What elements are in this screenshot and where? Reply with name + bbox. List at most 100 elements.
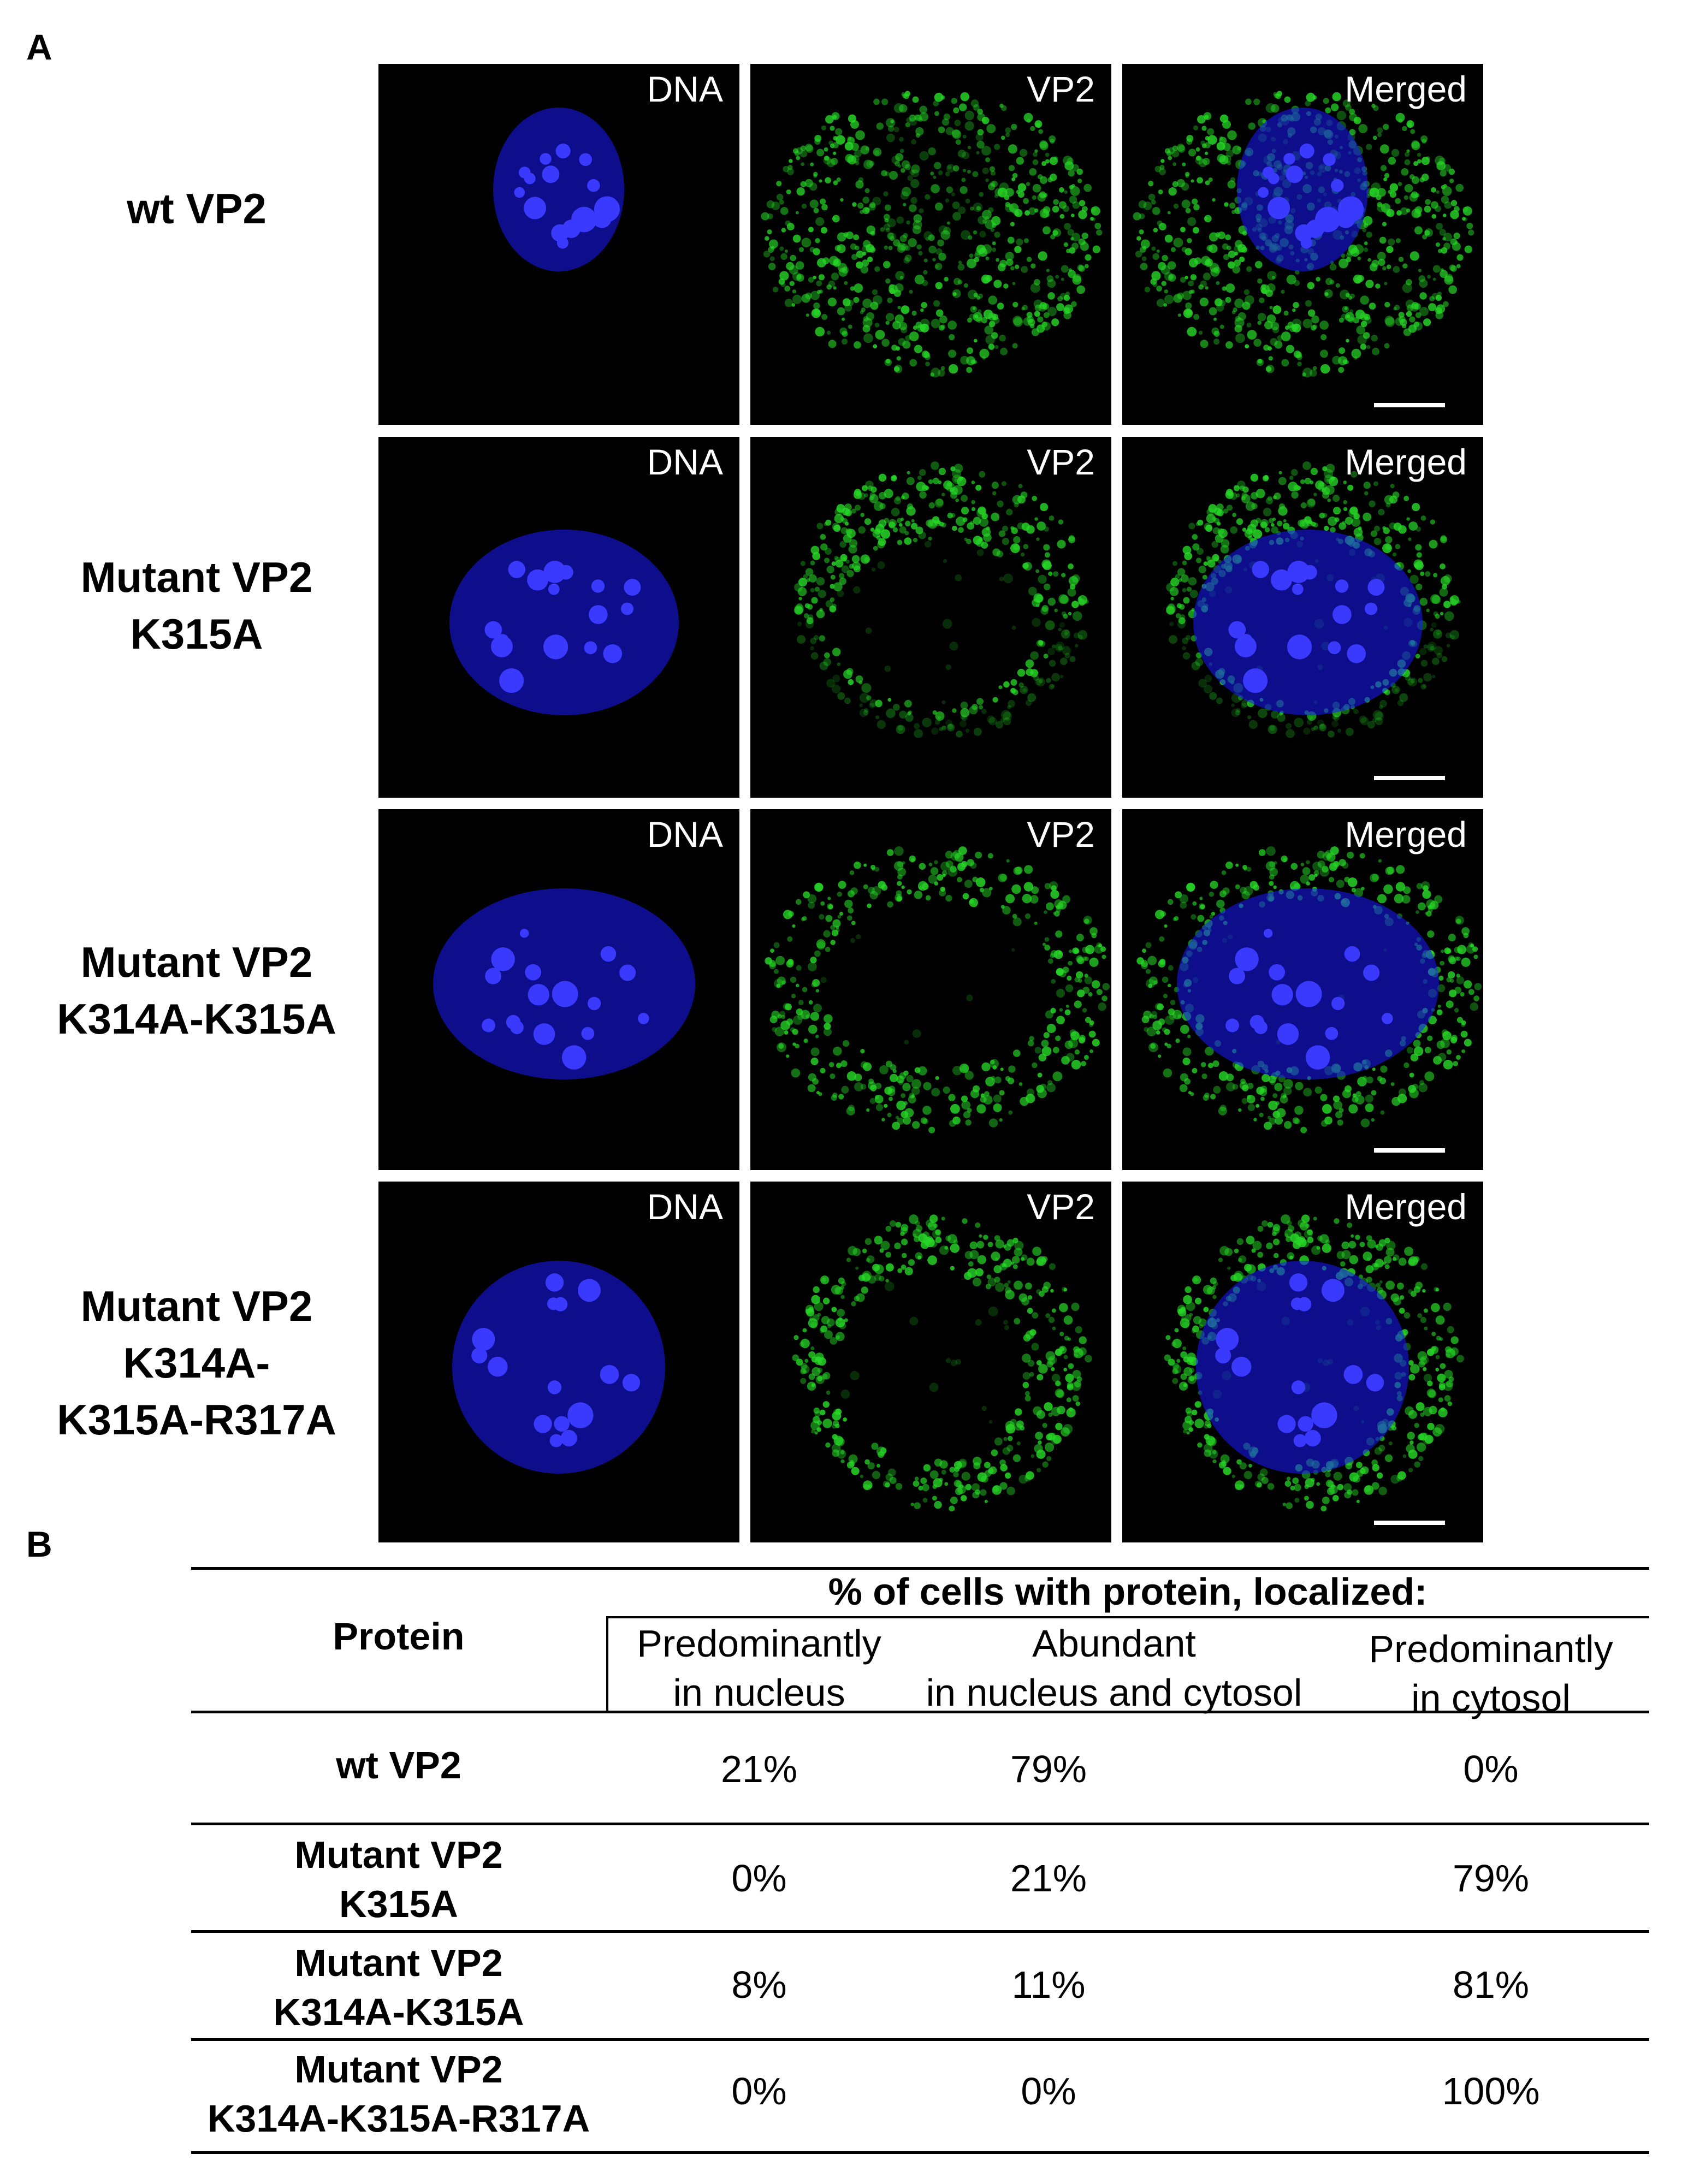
vp2-granule bbox=[1004, 1325, 1010, 1331]
vp2-granule bbox=[953, 1471, 959, 1477]
vp2-granule bbox=[1348, 1104, 1358, 1114]
vp2-granule bbox=[1061, 573, 1066, 578]
vp2-granule bbox=[777, 1014, 782, 1019]
vp2-granule bbox=[903, 1116, 911, 1125]
table-bottom-rule bbox=[191, 2151, 1649, 2154]
vp2-granule bbox=[1065, 1004, 1069, 1008]
vp2-granule bbox=[999, 874, 1008, 881]
vp2-granule bbox=[870, 486, 877, 493]
chromatin-spot bbox=[1277, 1023, 1299, 1045]
vp2-granule bbox=[1409, 251, 1419, 261]
vp2-granule bbox=[1312, 366, 1317, 371]
chromatin-spot bbox=[1340, 213, 1353, 227]
channel-label: VP2 bbox=[1027, 442, 1095, 482]
vp2-granule bbox=[1292, 1477, 1299, 1484]
vp2-granule bbox=[1312, 862, 1322, 871]
vp2-granule bbox=[1455, 1055, 1461, 1060]
vp2-granule bbox=[952, 525, 957, 531]
vp2-granule bbox=[1058, 646, 1063, 650]
vp2-granule bbox=[1425, 199, 1431, 205]
vp2-granule bbox=[1197, 519, 1204, 526]
vp2-granule bbox=[848, 1454, 858, 1464]
vp2-granule bbox=[934, 263, 943, 270]
vp2-granule bbox=[999, 103, 1004, 108]
chromatin-spot bbox=[524, 173, 536, 185]
nucleus-body bbox=[1237, 108, 1368, 271]
vp2-granule bbox=[892, 474, 897, 480]
vp2-granule bbox=[1180, 227, 1186, 233]
vp2-granule bbox=[984, 325, 993, 335]
vp2-granule bbox=[1185, 174, 1189, 178]
vp2-granule bbox=[1206, 245, 1213, 252]
vp2-granule bbox=[1239, 1081, 1248, 1090]
vp2-granule bbox=[1023, 198, 1029, 204]
vp2-granule bbox=[1048, 571, 1053, 576]
vp2-granule bbox=[824, 1014, 833, 1024]
vp2-granule bbox=[1164, 924, 1168, 928]
vp2-granule bbox=[1078, 634, 1083, 640]
micrograph-image bbox=[452, 1261, 665, 1474]
vp2-granule bbox=[1022, 305, 1028, 311]
vp2-granule bbox=[1420, 660, 1428, 667]
vp2-granule bbox=[898, 104, 908, 113]
vp2-granule bbox=[1159, 164, 1165, 170]
vp2-granule bbox=[911, 858, 915, 862]
vp2-granule bbox=[1005, 188, 1014, 197]
vp2-granule bbox=[798, 247, 804, 252]
vp2-granule bbox=[1388, 1441, 1393, 1446]
vp2-granule bbox=[1024, 913, 1031, 919]
vp2-granule bbox=[1310, 369, 1317, 377]
vp2-granule bbox=[1026, 182, 1030, 186]
vp2-granule bbox=[1227, 130, 1237, 140]
vp2-granule bbox=[851, 1301, 856, 1307]
vp2-granule bbox=[937, 716, 941, 720]
vp2-granule bbox=[1003, 1320, 1008, 1325]
vp2-granule bbox=[1343, 480, 1347, 484]
vp2-granule bbox=[928, 874, 938, 884]
subheader-cytosol: Predominantly in cytosol bbox=[1369, 1628, 1613, 1719]
vp2-granule bbox=[1402, 283, 1412, 293]
vp2-granule bbox=[967, 317, 972, 323]
vp2-granule bbox=[1365, 1103, 1374, 1112]
vp2-granule bbox=[1212, 1285, 1216, 1290]
vp2-granule bbox=[1211, 911, 1216, 916]
vp2-granule bbox=[1180, 1318, 1190, 1328]
vp2-granule bbox=[1419, 1357, 1427, 1366]
vp2-granule bbox=[1061, 629, 1070, 639]
vp2-granule bbox=[848, 890, 855, 898]
vp2-granule bbox=[972, 704, 978, 710]
vp2-granule bbox=[1069, 1407, 1073, 1412]
vp2-granule bbox=[1444, 611, 1454, 621]
vp2-granule bbox=[1398, 312, 1405, 318]
vp2-granule bbox=[1254, 260, 1263, 269]
vp2-granule bbox=[1410, 1364, 1420, 1374]
vp2-granule bbox=[1077, 264, 1084, 271]
vp2-granule bbox=[1377, 252, 1386, 261]
vp2-granule bbox=[1022, 1381, 1029, 1388]
vp2-granule bbox=[1371, 874, 1379, 881]
vp2-granule bbox=[817, 1375, 823, 1381]
vp2-granule bbox=[864, 207, 870, 213]
vp2-granule bbox=[925, 1237, 935, 1248]
vp2-granule bbox=[1014, 246, 1022, 253]
vp2-granule bbox=[820, 534, 826, 540]
vp2-granule bbox=[1424, 228, 1434, 237]
vp2-granule bbox=[1445, 632, 1452, 639]
vp2-granule bbox=[1024, 1391, 1030, 1396]
vp2-granule bbox=[1443, 1381, 1453, 1391]
vp2-granule bbox=[1257, 1251, 1264, 1258]
vp2-granule bbox=[897, 1118, 904, 1125]
vp2-granule bbox=[866, 1255, 875, 1263]
vp2-granule bbox=[887, 125, 895, 132]
vp2-granule bbox=[1414, 226, 1423, 235]
vp2-granule bbox=[973, 312, 983, 322]
vp2-granule bbox=[1408, 1085, 1416, 1093]
vp2-granule bbox=[872, 289, 878, 295]
row-label-line: K314A-K315A bbox=[57, 995, 336, 1043]
vp2-granule bbox=[1297, 361, 1302, 366]
vp2-granule bbox=[864, 518, 872, 525]
vp2-granule bbox=[1236, 708, 1241, 713]
vp2-granule bbox=[1029, 669, 1039, 678]
vp2-granule bbox=[1283, 1094, 1287, 1098]
vp2-granule bbox=[1079, 200, 1086, 206]
